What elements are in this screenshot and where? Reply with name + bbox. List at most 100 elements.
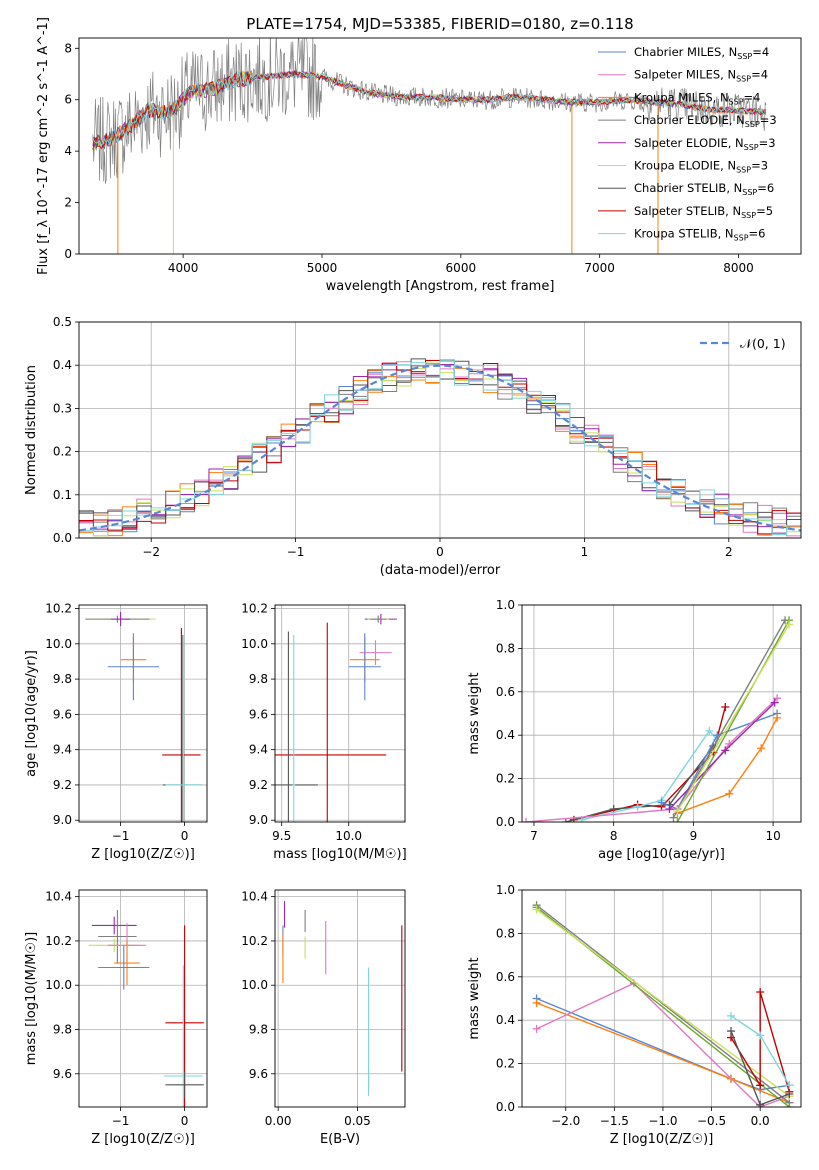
- y-tick-label: 2: [64, 196, 72, 210]
- axes-frame: [521, 889, 802, 1108]
- mass-weight-marker: [609, 804, 618, 813]
- mass-weight-line: [730, 991, 791, 1093]
- mass-weight-line: [536, 904, 790, 1104]
- y-tick-label: 9.8: [53, 672, 72, 686]
- y-tick-label: 0.8: [496, 926, 515, 940]
- gaussian-curve: [79, 364, 801, 532]
- error-bar-point: [164, 965, 203, 1107]
- error-bar-point: [275, 631, 318, 822]
- mass-weight-marker: [721, 746, 730, 755]
- mass-weight-marker: [633, 802, 642, 811]
- legend-label: 𝒩(0, 1): [740, 336, 786, 351]
- y-tick-label: 10.4: [241, 890, 268, 904]
- axes-frame: [78, 889, 208, 1108]
- y-tick-label: 9.8: [249, 672, 268, 686]
- x-tick-label: 8000: [723, 261, 754, 275]
- mass-weight-marker: [785, 1089, 794, 1098]
- y-tick-label: 9.6: [249, 707, 268, 721]
- mass-weight-marker: [673, 818, 682, 822]
- mass-weight-line: [536, 982, 790, 1107]
- mass-weight-marker: [770, 698, 779, 707]
- y-tick-label: 10.2: [45, 602, 72, 616]
- y-tick-label: 10.2: [241, 934, 268, 948]
- y-tick-label: 9.6: [53, 1067, 72, 1081]
- error-bar-point: [165, 634, 202, 822]
- legend-subscript: SSP: [736, 75, 751, 84]
- y-tick-label: 9.2: [249, 778, 268, 792]
- mass-weight-marker: [756, 987, 765, 996]
- y-tick-label: 0.6: [496, 970, 515, 984]
- x-tick-label: −1: [112, 829, 130, 843]
- x-axis-label: Z [log10(Z/Z☉)]: [91, 847, 195, 862]
- mass-weight-marker: [522, 818, 530, 822]
- y-tick-label: 0.6: [496, 685, 515, 699]
- y-tick-label: 10.4: [45, 890, 72, 904]
- x-tick-label: 7000: [584, 261, 615, 275]
- y-tick-label: 0.4: [496, 728, 515, 742]
- x-tick-label: 8: [610, 829, 618, 843]
- y-tick-label: 0: [64, 247, 72, 261]
- y-axis-label: mass weight: [467, 957, 482, 1039]
- mass-weight-marker: [773, 713, 782, 722]
- mass-weight-marker: [561, 818, 570, 822]
- error-bar-point: [162, 627, 201, 822]
- x-tick-label: 0: [436, 545, 444, 559]
- plot-area-age_vs_mass: [275, 613, 397, 822]
- mass-weight-marker: [532, 905, 541, 914]
- y-tick-label: 0.8: [496, 641, 515, 655]
- legend-value: =4: [751, 68, 768, 82]
- legend-subscript: SSP: [741, 211, 756, 220]
- error-bar-point: [292, 634, 296, 822]
- panel-residuals: −2 −1 0 1 2 0.0 0.1 0.2 0.3 0.4 0.5 (data-model)/er…: [24, 315, 802, 578]
- y-tick-label: 9.0: [249, 813, 268, 827]
- legend-value: =4: [744, 90, 761, 104]
- figure-title: PLATE=1754, MJD=53385, FIBERID=0180, z=0…: [246, 15, 633, 33]
- x-tick-label: 0: [181, 829, 189, 843]
- x-tick-label: 6000: [446, 261, 477, 275]
- x-axis-label: Z [log10(Z/Z☉)]: [610, 1132, 714, 1147]
- x-axis-label: age [log10(age/yr)]: [598, 847, 725, 862]
- plot-area-age_vs_Z: [85, 466, 202, 822]
- error-bar-point: [124, 466, 150, 487]
- y-tick-label: 9.4: [53, 743, 72, 757]
- y-tick-label: 0.4: [53, 358, 72, 372]
- error-bar-point: [370, 615, 387, 623]
- legend-label: Chabrier MILES, NSSP=4: [634, 45, 769, 61]
- model-spectrum-line: [92, 70, 767, 150]
- plot-area-spectrum: [92, 38, 767, 254]
- y-tick-label: 9.2: [53, 778, 72, 792]
- x-tick-label: 10: [765, 829, 780, 843]
- panel-mass_vs_ebv: 0.00 0.05 9.6 9.8 10.0 10.2 10.4 E(B-V): [241, 889, 406, 1147]
- mass-weight-marker: [669, 813, 678, 822]
- x-tick-label: −1: [287, 545, 305, 559]
- mass-weight-marker: [785, 620, 794, 629]
- legend-subscript: SSP: [744, 143, 759, 152]
- y-axis-label: mass weight: [467, 672, 482, 754]
- y-tick-label: 1.0: [496, 598, 515, 612]
- y-tick-label: 10.0: [45, 978, 72, 992]
- x-axis-label: (data-model)/error: [380, 563, 501, 578]
- panel-mass_vs_Z: −1 0 9.6 9.8 10.0 10.2 10.4 Z [log10(Z/Z☉)] mass…: [24, 889, 208, 1147]
- legend-subscript: SSP: [742, 188, 757, 197]
- mass-weight-marker: [756, 1031, 765, 1040]
- legend-subscript: SSP: [736, 166, 751, 175]
- error-bar-point: [98, 909, 137, 964]
- y-tick-label: 9.6: [53, 707, 72, 721]
- mass-weight-marker: [532, 998, 541, 1007]
- legend-subscript: SSP: [729, 97, 744, 106]
- x-tick-label: 1: [581, 545, 589, 559]
- mass-weight-marker: [757, 744, 766, 753]
- x-tick-label: −1: [112, 1114, 130, 1128]
- mass-weight-marker: [673, 807, 682, 816]
- legend-value: =6: [749, 227, 766, 241]
- y-tick-label: 8: [64, 41, 72, 55]
- y-tick-label: 0.5: [53, 315, 72, 329]
- legend-label: Kroupa STELIB, NSSP=6: [634, 227, 765, 243]
- legend-value: =5: [756, 204, 773, 218]
- error-bar-point: [98, 945, 150, 990]
- y-axis-label: Normed distribution: [24, 365, 39, 495]
- axes-frame: [521, 604, 802, 823]
- legend-label: Kroupa ELODIE, NSSP=3: [634, 159, 768, 175]
- mass-weight-marker: [532, 1024, 541, 1033]
